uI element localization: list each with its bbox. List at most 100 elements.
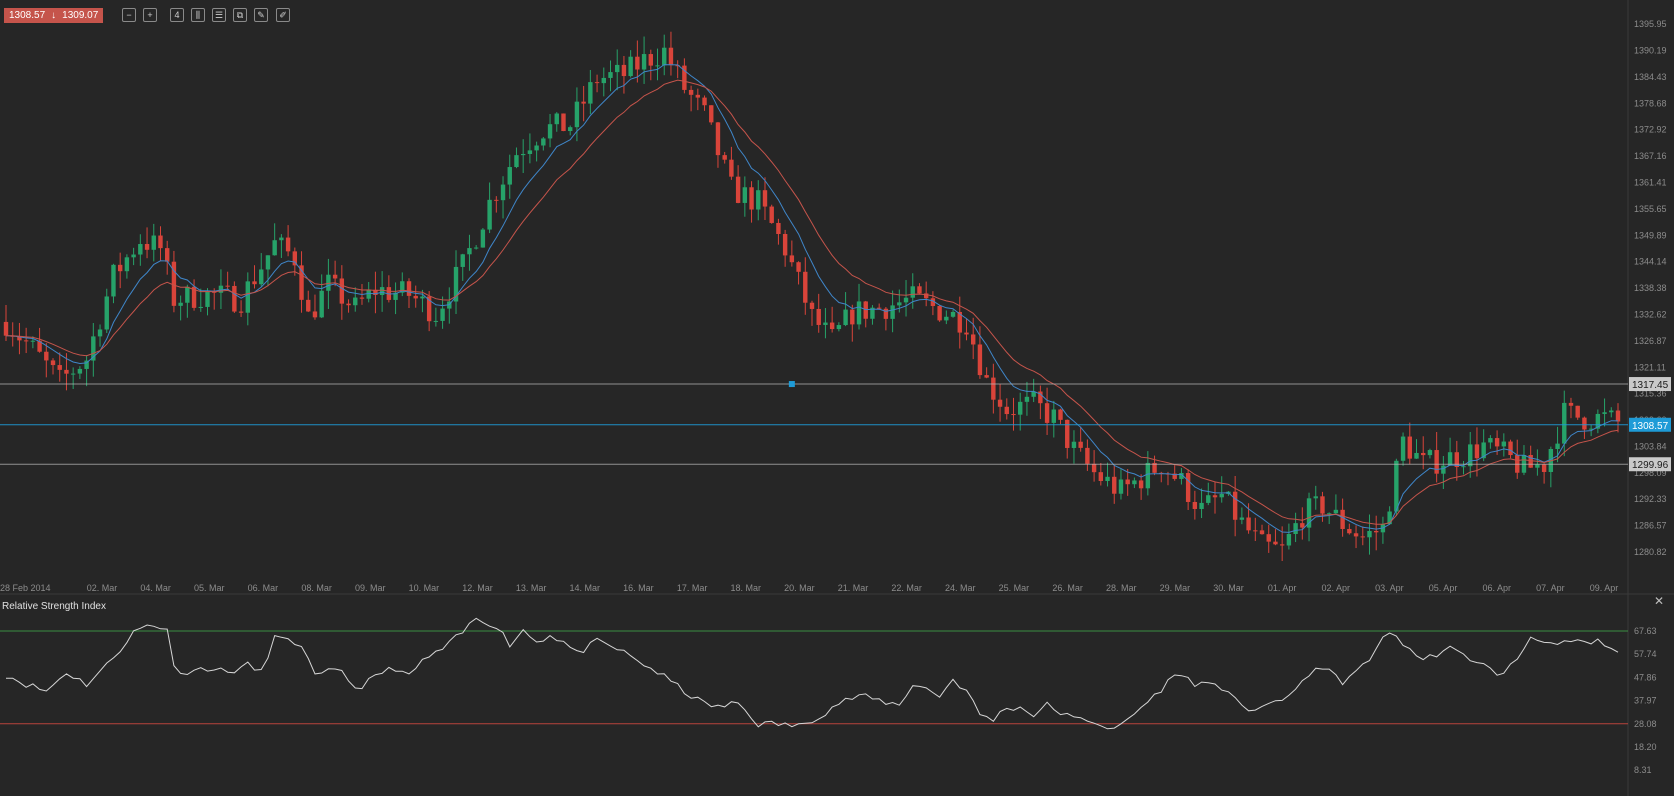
date-tick-label: 22. Mar — [891, 583, 922, 593]
candle-body — [339, 278, 345, 304]
edit-icon[interactable]: ✎ — [254, 8, 268, 22]
candle-body — [44, 351, 49, 361]
candle-body — [91, 336, 96, 361]
candle-body — [151, 235, 156, 250]
candle-body — [1152, 462, 1157, 473]
candle-body — [709, 105, 714, 123]
date-tick-label: 10. Mar — [409, 583, 440, 593]
candle-body — [138, 244, 143, 255]
copy-icon[interactable]: ⧉ — [233, 8, 247, 22]
candle-body — [796, 262, 801, 272]
candle-body — [1367, 530, 1372, 538]
zoom-in-icon[interactable]: + — [143, 8, 157, 22]
close-panel-icon[interactable]: ✕ — [1654, 594, 1665, 608]
candle-body — [863, 301, 868, 319]
candle-body — [682, 65, 687, 90]
date-tick-label: 18. Mar — [730, 583, 761, 593]
zoom-out-icon[interactable]: − — [122, 8, 136, 22]
candle-body — [527, 150, 533, 154]
candle-body — [843, 309, 848, 326]
candle-body — [232, 285, 237, 312]
price-tick-label: 1344.14 — [1634, 257, 1667, 267]
candle-body — [473, 247, 479, 249]
candle-body — [1239, 517, 1245, 520]
candle-body — [30, 340, 36, 342]
timeframe-button[interactable]: 4 — [170, 8, 184, 22]
candle-body — [373, 289, 378, 296]
draw-icon[interactable]: ✐ — [276, 8, 290, 22]
candle-body — [1038, 391, 1043, 404]
candle-body — [944, 316, 949, 321]
candle-body — [1447, 452, 1453, 466]
price-tick-label: 1349.89 — [1634, 230, 1667, 240]
candle-body — [124, 257, 130, 272]
candle-body — [1192, 501, 1198, 509]
candle-body — [1058, 409, 1063, 420]
candle-body — [675, 65, 680, 67]
candle-body — [1387, 511, 1392, 525]
candle-body — [662, 47, 667, 66]
candle-body — [1024, 396, 1030, 402]
candle-body — [487, 199, 492, 230]
arrow-down-icon: ↓ — [51, 10, 57, 21]
candle-body — [1219, 493, 1224, 498]
date-tick-label: 06. Mar — [248, 583, 279, 593]
candle-body — [279, 237, 284, 241]
candle-body — [84, 360, 89, 369]
candles-icon[interactable]: ⫼ — [191, 8, 205, 22]
level-label-box — [1629, 417, 1671, 432]
candle-body — [648, 54, 653, 66]
date-tick-label: 30. Mar — [1213, 583, 1244, 593]
candle-body — [1340, 509, 1345, 529]
price-tick-label: 1361.41 — [1634, 178, 1667, 188]
candle-body — [191, 286, 197, 308]
price-badge[interactable]: 1308.57 ↓ 1309.07 — [4, 8, 104, 23]
bid-price: 1308.57 — [9, 10, 46, 21]
candle-body — [1125, 479, 1130, 485]
candle-body — [883, 308, 889, 319]
candle-body — [1259, 530, 1265, 535]
date-tick-label: 29. Mar — [1160, 583, 1191, 593]
price-tick-label: 1280.82 — [1634, 547, 1667, 557]
level-anchor-marker[interactable] — [788, 381, 795, 388]
candle-body — [742, 187, 748, 203]
candle-body — [1306, 498, 1312, 528]
candle-body — [782, 233, 788, 256]
candle-body — [803, 271, 808, 303]
candle-body — [57, 365, 62, 370]
candle-body — [1145, 462, 1151, 489]
date-tick-label: 13. Mar — [516, 583, 547, 593]
candle-body — [144, 244, 150, 250]
candle-body — [561, 113, 566, 132]
candle-body — [1481, 442, 1486, 459]
date-tick-label: 06. Apr — [1482, 583, 1511, 593]
candle-body — [111, 264, 116, 297]
candle-body — [601, 77, 606, 84]
candle-body — [353, 297, 358, 306]
candle-body — [1407, 436, 1412, 459]
rsi-tick-label: 18.20 — [1634, 742, 1657, 752]
candle-body — [467, 248, 472, 255]
level-label-current: 1308.57 — [1632, 421, 1669, 432]
candle-body — [400, 281, 405, 293]
candle-body — [608, 72, 613, 78]
price-tick-label: 1303.84 — [1634, 441, 1667, 451]
date-tick-label: 03. Apr — [1375, 583, 1404, 593]
candle-body — [165, 248, 170, 262]
candle-body — [433, 320, 439, 322]
candle-body — [957, 311, 962, 333]
candle-body — [70, 373, 76, 375]
candle-body — [581, 101, 586, 104]
candle-body — [1434, 450, 1439, 474]
candle-body — [769, 206, 774, 223]
list-icon[interactable]: ☰ — [212, 8, 226, 22]
price-tick-label: 1338.38 — [1634, 283, 1667, 293]
price-tick-label: 1332.62 — [1634, 309, 1667, 319]
date-tick-label: 21. Mar — [838, 583, 869, 593]
candle-body — [494, 199, 499, 201]
candle-body — [245, 281, 250, 313]
candle-body — [252, 281, 257, 285]
price-tick-label: 1355.65 — [1634, 204, 1667, 214]
price-tick-label: 1390.19 — [1634, 46, 1667, 56]
